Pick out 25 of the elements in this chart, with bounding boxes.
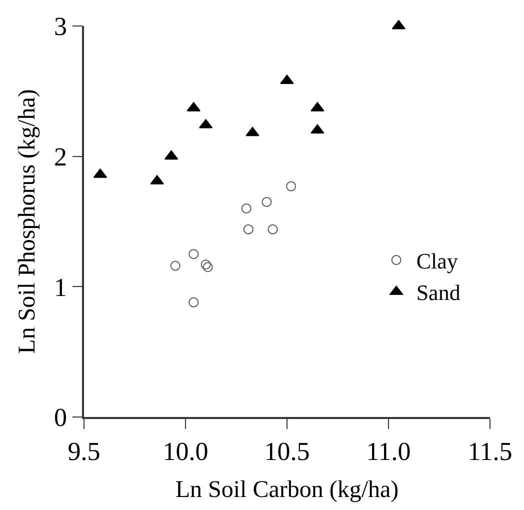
point: [262, 196, 272, 207]
x-tick-label: 10.5: [264, 436, 310, 466]
point: [170, 260, 180, 271]
y-tick-label: 2: [54, 142, 68, 172]
point: [310, 124, 324, 134]
point: [241, 203, 252, 214]
point: [188, 249, 199, 260]
x-tick-label: 10.0: [162, 436, 208, 466]
x-tick-label: 11.0: [366, 436, 411, 466]
y-tick-label: 3: [54, 12, 68, 42]
x-tick-label: 9.5: [68, 436, 100, 466]
y-tick-label: 0: [54, 403, 68, 432]
point: [200, 260, 211, 270]
point: [202, 262, 213, 272]
point: [243, 224, 254, 234]
legend-label: Sand: [416, 280, 460, 306]
point: [188, 297, 199, 308]
point: [246, 126, 260, 136]
x-axis-title: Ln Soil Carbon (kg/ha): [175, 476, 399, 503]
y-tick-label: 1: [54, 272, 68, 302]
legend-label: Clay: [416, 248, 458, 274]
x-tick-label: 11.5: [468, 436, 512, 466]
point: [268, 224, 278, 234]
y-axis-title: Ln Soil Phosphorus (kg/ha): [14, 89, 41, 354]
point: [286, 181, 296, 192]
